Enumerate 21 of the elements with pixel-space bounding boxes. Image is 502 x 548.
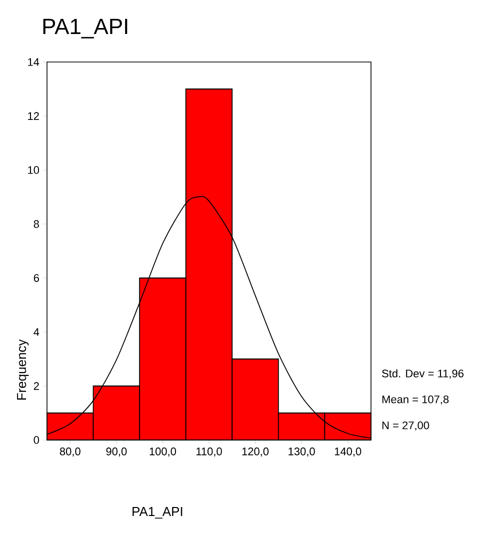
x-tick-label: 110,0 [196, 448, 222, 457]
text: Mean = 107,8 [382, 395, 449, 405]
y-tick-label: 8 [34, 220, 39, 228]
y-tick-label: 14 [28, 58, 40, 66]
y-tick-label: 4 [34, 328, 40, 336]
chart-title: PA1_API [43, 18, 128, 38]
text: Std. Dev = 11,96 [382, 369, 464, 379]
x-tick-label: 140,0 [334, 448, 362, 457]
x-tick-label: 90,0 [106, 448, 127, 457]
y-tick-label: 2 [34, 382, 39, 390]
x-tick-label: 100,0 [150, 448, 176, 457]
y-axis-title: Frequency [17, 339, 29, 400]
y-tick-label: 0 [34, 436, 40, 444]
x-tick-label: 130,0 [288, 448, 315, 457]
y-tick-label: 6 [34, 274, 39, 282]
y-tick-label: 10 [28, 166, 40, 174]
x-tick-label: 120,0 [242, 448, 269, 457]
x-tick-label: 80,0 [60, 448, 80, 457]
x-axis-title: PA1_API [132, 507, 182, 519]
text: N = 27,00 [382, 421, 430, 431]
y-tick-label: 12 [28, 112, 39, 120]
